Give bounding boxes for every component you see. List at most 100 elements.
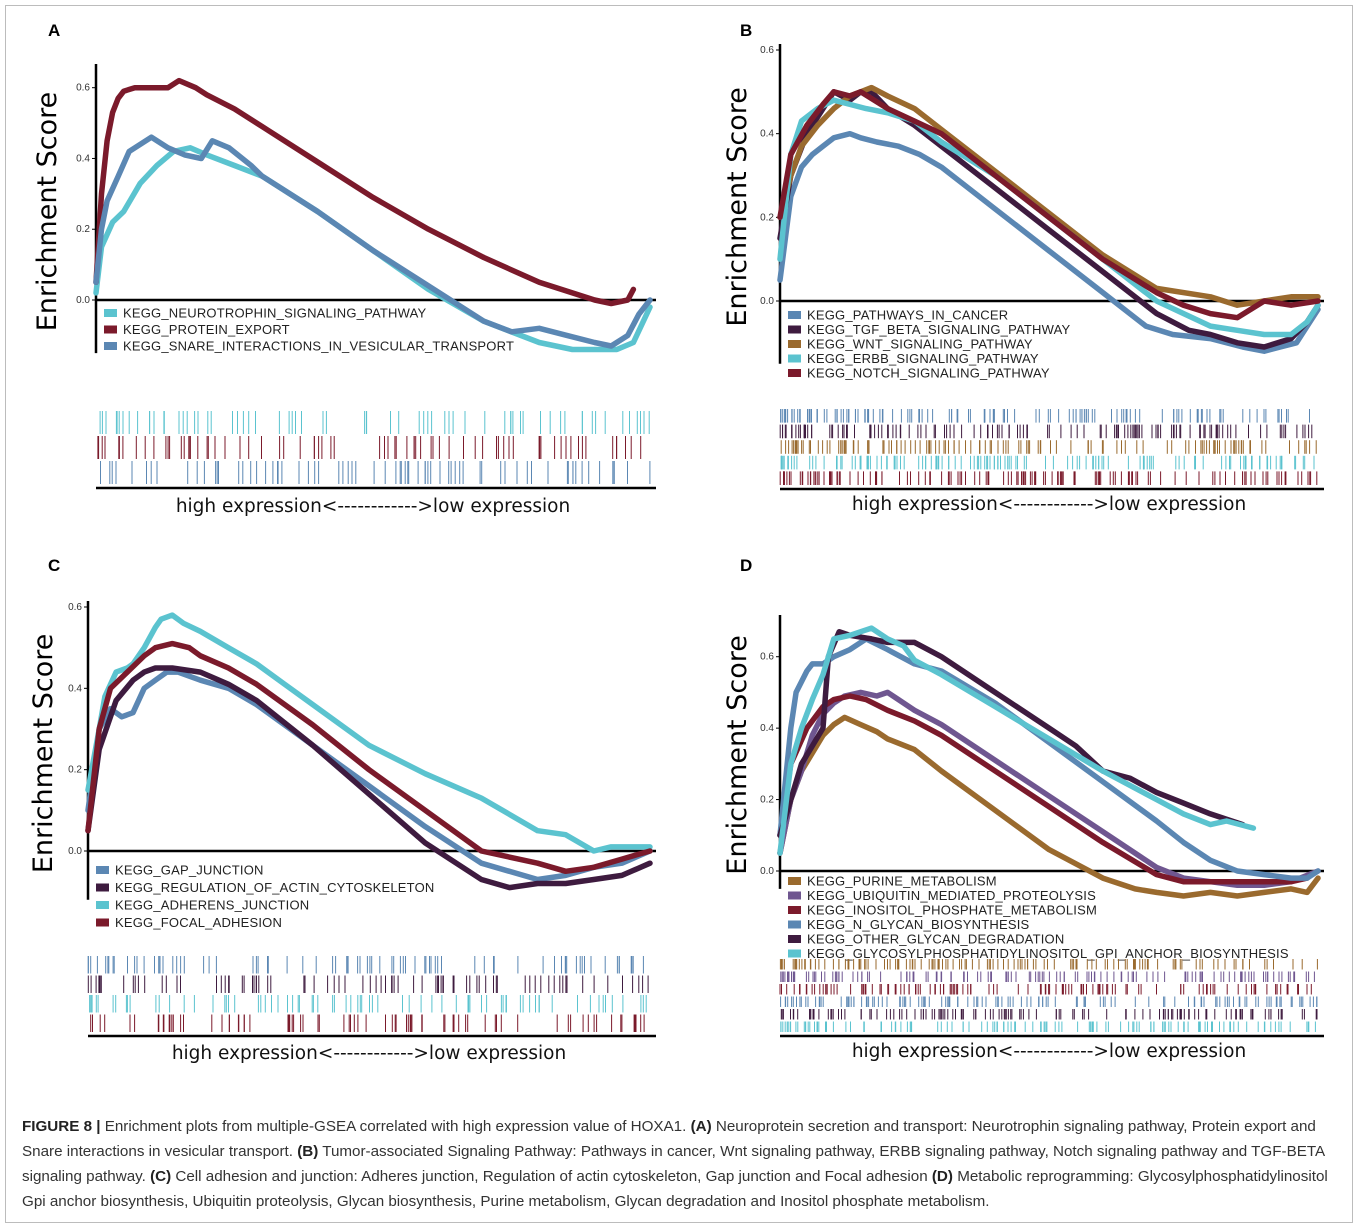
legend-label: KEGG_NEUROTROPHIN_SIGNALING_PATHWAY <box>123 306 427 321</box>
y-tick-label: 0.0 <box>76 295 90 306</box>
series-line-kegg-gap-junction <box>85 669 653 883</box>
y-tick-label: 0.2 <box>760 212 774 223</box>
legend-label: KEGG_NOTCH_SIGNALING_PATHWAY <box>807 366 1050 381</box>
series-line-kegg-focal-adhesion <box>85 640 653 875</box>
caption-d-label: (D) <box>931 1168 953 1186</box>
x-axis-label: high expression<------------>low express… <box>176 496 570 517</box>
caption-b-label: (B) <box>297 1143 319 1161</box>
hit-rug-row <box>780 409 1310 423</box>
hit-rug-row <box>87 975 649 993</box>
x-axis-label: high expression<------------>low express… <box>852 494 1246 515</box>
legend-label: KEGG_GAP_JUNCTION <box>115 863 264 878</box>
hit-rug-row <box>100 461 651 484</box>
panel-c: C Enrichment Score 0.6 0.4 0.2 0.0 KEGG_GAP_JU… <box>28 553 670 1064</box>
legend-label: KEGG_ADHERENS_JUNCTION <box>115 898 309 913</box>
hit-rug-row <box>780 971 1315 982</box>
hit-rug-row <box>780 996 1318 1007</box>
hit-rug-row <box>89 995 647 1013</box>
gsea-plot-a: A Enrichment Score 0.6 0.4 0.2 0.0 KEGG_NEUROT… <box>32 21 656 517</box>
legend-key <box>788 891 801 900</box>
caption-a-label: (A) <box>690 1118 712 1136</box>
series-line-kegg-glycosylphosphatidylinositol-gpi-anchor-biosynthesis <box>777 625 1257 856</box>
legend-key <box>104 325 117 334</box>
caption-c-label: (C) <box>150 1168 172 1186</box>
panel-a: A Enrichment Score 0.6 0.4 0.2 0.0 KEGG_NEUROT… <box>30 18 670 518</box>
legend-key <box>96 918 109 927</box>
hit-rug-row <box>87 956 644 974</box>
series-line-kegg-wnt-signaling-pathway <box>777 84 1321 308</box>
y-tick-label: 0.4 <box>760 723 774 734</box>
series-line-kegg-adherens-junction <box>85 612 653 854</box>
figure-caption: FIGURE 8 | Enrichment plots from multipl… <box>22 1114 1340 1214</box>
caption-b-text: Tumor-associated Signaling Pathway: Path… <box>22 1143 1325 1186</box>
y-tick-label: 0.2 <box>760 795 774 806</box>
y-axis-label: Enrichment Score <box>722 87 753 327</box>
legend-key <box>96 901 109 909</box>
series-line-kegg-snare-interactions-in-vesicular-transport <box>93 134 653 349</box>
series-line-kegg-protein-export <box>93 77 637 307</box>
legend-key <box>104 342 117 350</box>
y-tick-label: 0.4 <box>68 683 82 694</box>
hit-rug-row <box>780 1021 1316 1032</box>
panel-letter: B <box>740 21 752 40</box>
y-tick-label: 0.0 <box>760 296 774 307</box>
legend-key <box>104 309 117 317</box>
legend-label: KEGG_GLYCOSYLPHOSPHATIDYLINOSITOL_GPI_AN… <box>807 946 1289 961</box>
hit-rug-row <box>779 471 1318 485</box>
y-tick-label: 0.6 <box>760 652 774 663</box>
x-axis-label: high expression<------------>low express… <box>852 1041 1246 1062</box>
gsea-plot-d: D Enrichment Score 0.6 0.4 0.2 0.0 KEGG_PURINE… <box>722 556 1324 1062</box>
panel-letter: D <box>740 556 752 575</box>
caption-c-text: Cell adhesion and junction: Adheres junc… <box>171 1168 932 1186</box>
y-tick-label: 0.2 <box>68 765 82 776</box>
legend-label: KEGG_UBIQUITIN_MEDIATED_PROTEOLYSIS <box>807 888 1096 903</box>
legend-key <box>788 354 801 363</box>
legend-key <box>788 906 801 914</box>
legend-key <box>96 883 109 892</box>
legend-label: KEGG_PATHWAYS_IN_CANCER <box>807 308 1008 323</box>
y-axis-label: Enrichment Score <box>722 635 753 875</box>
hit-rug-row <box>779 984 1312 995</box>
legend-key <box>788 949 801 958</box>
legend-key <box>788 340 801 348</box>
legend-key <box>788 877 801 885</box>
series-line-kegg-other-glycan-degradation <box>777 628 1246 839</box>
y-tick-label: 0.4 <box>760 129 774 140</box>
legend-label: KEGG_SNARE_INTERACTIONS_IN_VESICULAR_TRA… <box>123 339 514 354</box>
panel-d: D Enrichment Score 0.6 0.4 0.2 0.0 KEGG_PURINE… <box>710 553 1340 1062</box>
panel-letter: C <box>48 556 60 575</box>
hit-rug-row <box>780 455 1315 470</box>
legend-label: KEGG_WNT_SIGNALING_PATHWAY <box>807 337 1033 352</box>
legend-label: KEGG_TGF_BETA_SIGNALING_PATHWAY <box>807 322 1070 337</box>
y-tick-label: 0.6 <box>760 45 774 56</box>
hit-rug-row <box>780 440 1317 454</box>
y-tick-label: 0.4 <box>76 153 90 164</box>
x-axis-label: high expression<------------>low express… <box>172 1043 566 1064</box>
hit-rug-row <box>779 959 1318 970</box>
caption-intro: Enrichment plots from multiple-GSEA corr… <box>100 1118 691 1136</box>
legend-label: KEGG_ERBB_SIGNALING_PATHWAY <box>807 351 1039 366</box>
legend-label: KEGG_PURINE_METABOLISM <box>807 874 997 889</box>
series-line-kegg-n-glycan-biosynthesis <box>777 636 1321 881</box>
y-tick-label: 0.0 <box>760 866 774 877</box>
legend-label: KEGG_REGULATION_OF_ACTIN_CYTOSKELETON <box>115 880 434 895</box>
series-line-kegg-regulation-of-actin-cytoskeleton <box>85 665 653 891</box>
hit-rug-row <box>99 411 650 434</box>
series-line-kegg-ubiquitin-mediated-proteolysis <box>777 689 1321 889</box>
legend-label: KEGG_OTHER_GLYCAN_DEGRADATION <box>807 932 1064 947</box>
legend-label: KEGG_PROTEIN_EXPORT <box>123 322 290 337</box>
legend-key <box>96 866 109 874</box>
caption-a-text: Neuroprotein secretion and transport: Ne… <box>22 1118 1316 1161</box>
y-tick-label: 0.6 <box>68 602 82 613</box>
y-tick-label: 0.0 <box>68 846 82 857</box>
legend-key <box>788 325 801 334</box>
series-line-kegg-pathways-in-cancer <box>777 130 1321 354</box>
figure-frame <box>5 5 1353 1223</box>
legend-key <box>788 935 801 943</box>
y-axis-label: Enrichment Score <box>32 92 63 332</box>
caption-d-text: Metabolic reprogramming: Glycosylphospha… <box>22 1168 1328 1211</box>
y-tick-label: 0.2 <box>76 224 90 235</box>
legend-label: KEGG_INOSITOL_PHOSPHATE_METABOLISM <box>807 903 1097 918</box>
hit-rug-row <box>97 436 642 459</box>
y-tick-label: 0.6 <box>76 83 90 94</box>
